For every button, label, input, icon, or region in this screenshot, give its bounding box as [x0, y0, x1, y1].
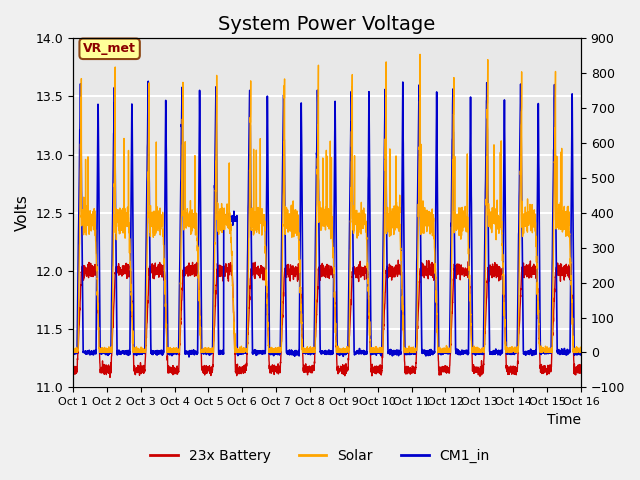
- Y-axis label: Volts: Volts: [15, 194, 30, 231]
- Text: VR_met: VR_met: [83, 42, 136, 55]
- Legend: 23x Battery, Solar, CM1_in: 23x Battery, Solar, CM1_in: [145, 443, 495, 468]
- Title: System Power Voltage: System Power Voltage: [218, 15, 436, 34]
- X-axis label: Time: Time: [547, 413, 581, 427]
